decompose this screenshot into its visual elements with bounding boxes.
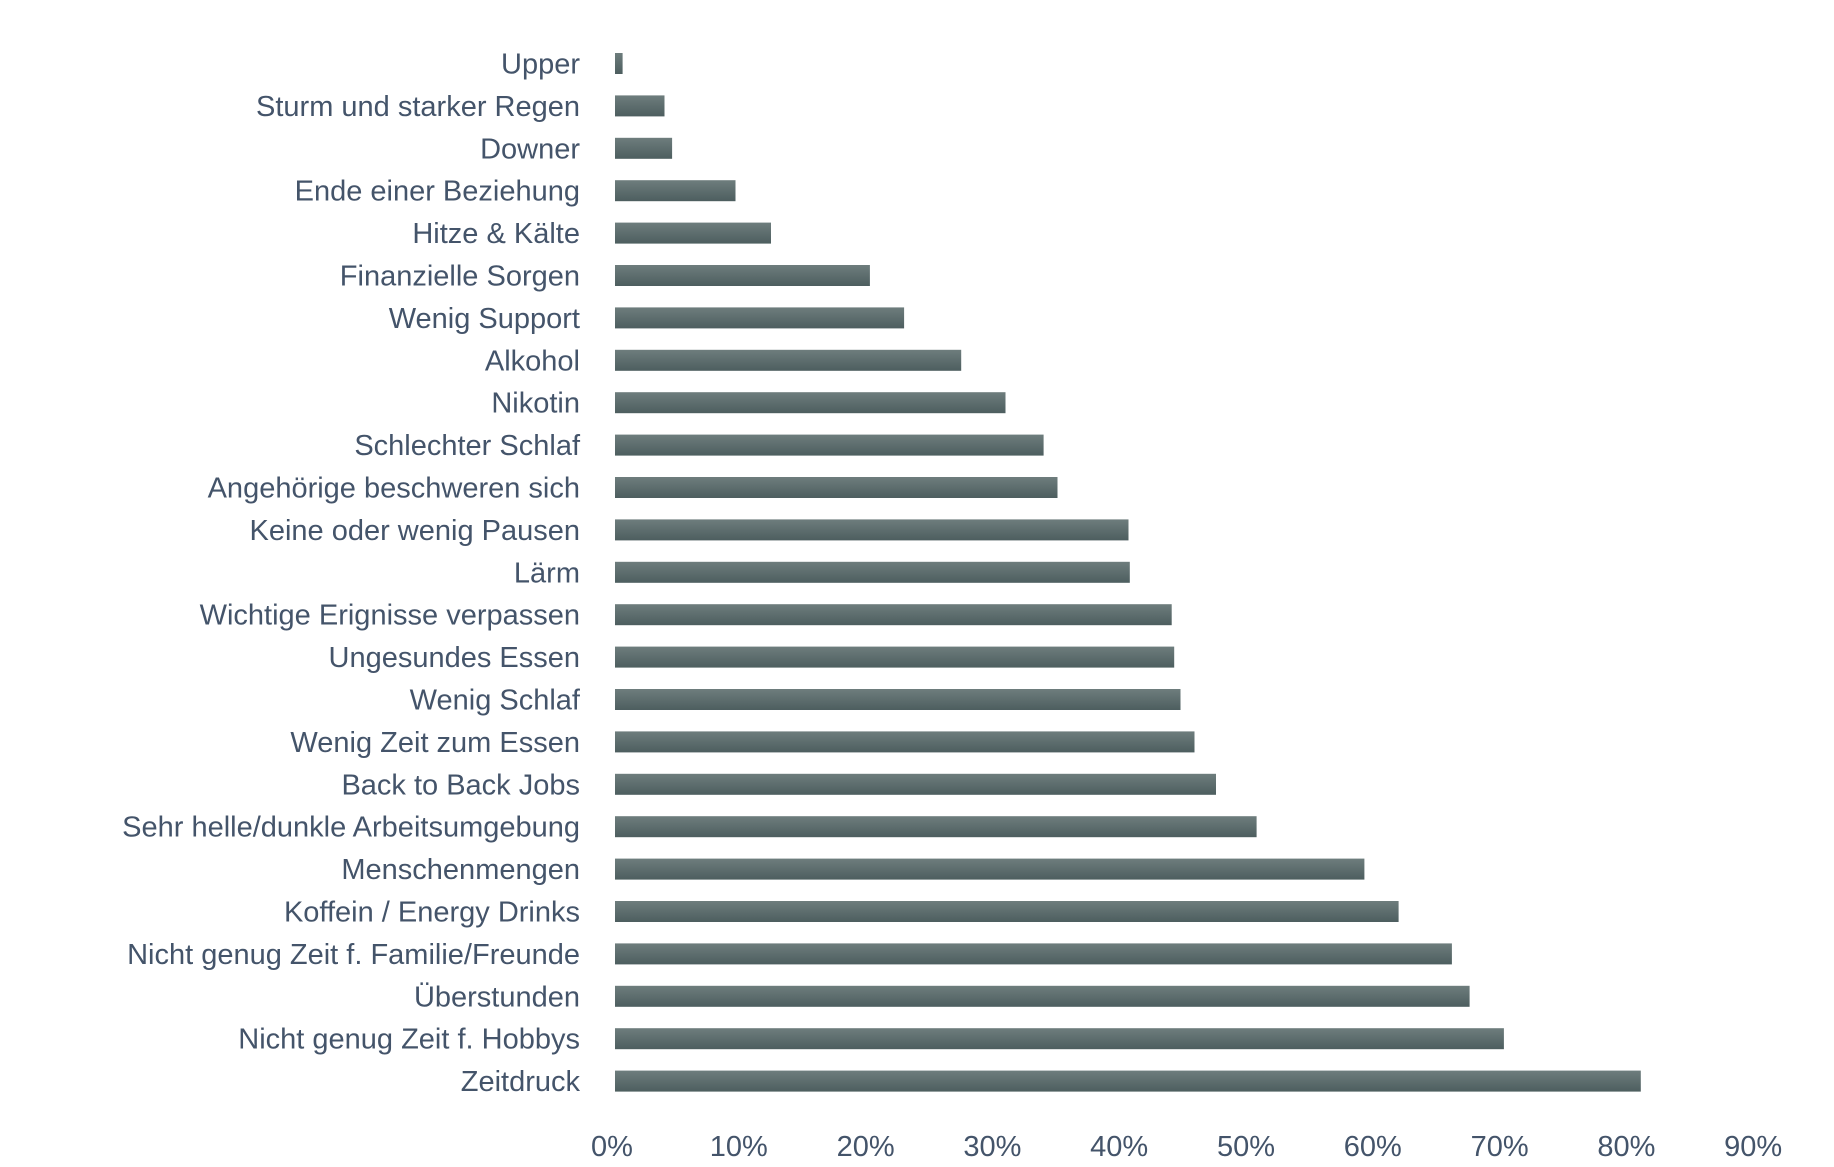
category-label: Schlechter Schlaf xyxy=(354,430,581,462)
bar xyxy=(615,985,1470,1007)
bar xyxy=(615,901,1399,922)
category-label: Nicht genug Zeit f. Hobbys xyxy=(238,1024,580,1056)
bar xyxy=(615,434,1044,456)
category-label: Sehr helle/dunkle Arbeitsumgebung xyxy=(122,812,580,844)
x-axis-tick-labels: 0% 10% 20% 30% 40% 50% 60% 70% 80% 90% xyxy=(591,1131,1782,1163)
bar xyxy=(615,180,736,202)
bar xyxy=(615,858,1365,880)
bar xyxy=(615,53,623,74)
bar xyxy=(615,519,1129,541)
category-label: Upper xyxy=(501,49,580,81)
x-tick-label: 0% xyxy=(591,1131,633,1163)
category-label: Angehörige beschweren sich xyxy=(208,473,580,505)
bar xyxy=(615,137,673,159)
category-label: Hitze & Kälte xyxy=(412,218,580,250)
category-label: Wenig Schlaf xyxy=(410,685,581,717)
bar xyxy=(615,689,1181,710)
category-label: Back to Back Jobs xyxy=(341,769,580,801)
category-label: Nicht genug Zeit f. Familie/Freunde xyxy=(127,939,580,971)
x-tick-label: 20% xyxy=(837,1131,895,1163)
bar xyxy=(615,731,1195,753)
bar xyxy=(615,307,905,329)
x-tick-label: 60% xyxy=(1344,1131,1402,1163)
bar xyxy=(615,392,1006,414)
bar xyxy=(615,773,1216,795)
bar xyxy=(615,349,962,371)
category-label: Keine oder wenig Pausen xyxy=(249,515,580,547)
bar xyxy=(615,477,1058,498)
category-label: Zeitdruck xyxy=(461,1066,581,1098)
category-label: Lärm xyxy=(514,557,580,589)
x-tick-label: 80% xyxy=(1597,1131,1655,1163)
category-label: Menschenmengen xyxy=(341,854,580,886)
category-label: Nikotin xyxy=(491,388,580,420)
category-label: Wenig Zeit zum Essen xyxy=(290,727,580,759)
bars-group xyxy=(615,53,1641,1092)
category-label: Wichtige Erignisse verpassen xyxy=(200,600,580,632)
x-tick-label: 10% xyxy=(710,1131,768,1163)
category-label: Ende einer Beziehung xyxy=(295,176,580,208)
x-tick-label: 90% xyxy=(1724,1131,1782,1163)
bar xyxy=(615,561,1130,583)
category-label: Sturm und starker Regen xyxy=(256,91,580,123)
x-tick-label: 30% xyxy=(963,1131,1021,1163)
category-label: Downer xyxy=(480,133,580,165)
bar xyxy=(615,943,1452,965)
bar xyxy=(615,265,870,286)
category-label: Ungesundes Essen xyxy=(329,642,581,674)
bar xyxy=(615,1028,1504,1050)
category-label: Überstunden xyxy=(414,981,580,1013)
category-label: Alkohol xyxy=(485,345,580,377)
bar xyxy=(615,95,665,117)
bar xyxy=(615,604,1172,626)
x-tick-label: 70% xyxy=(1471,1131,1529,1163)
x-tick-label: 40% xyxy=(1090,1131,1148,1163)
category-label: Wenig Support xyxy=(389,303,580,335)
x-tick-label: 50% xyxy=(1217,1131,1275,1163)
bar xyxy=(615,222,771,244)
bar xyxy=(615,1070,1641,1092)
category-label: Koffein / Energy Drinks xyxy=(284,897,580,929)
bar xyxy=(615,816,1257,838)
category-labels: Upper Sturm und starker Regen Downer Ende e… xyxy=(122,49,581,1099)
category-label: Finanzielle Sorgen xyxy=(340,261,580,293)
bar xyxy=(615,646,1175,668)
